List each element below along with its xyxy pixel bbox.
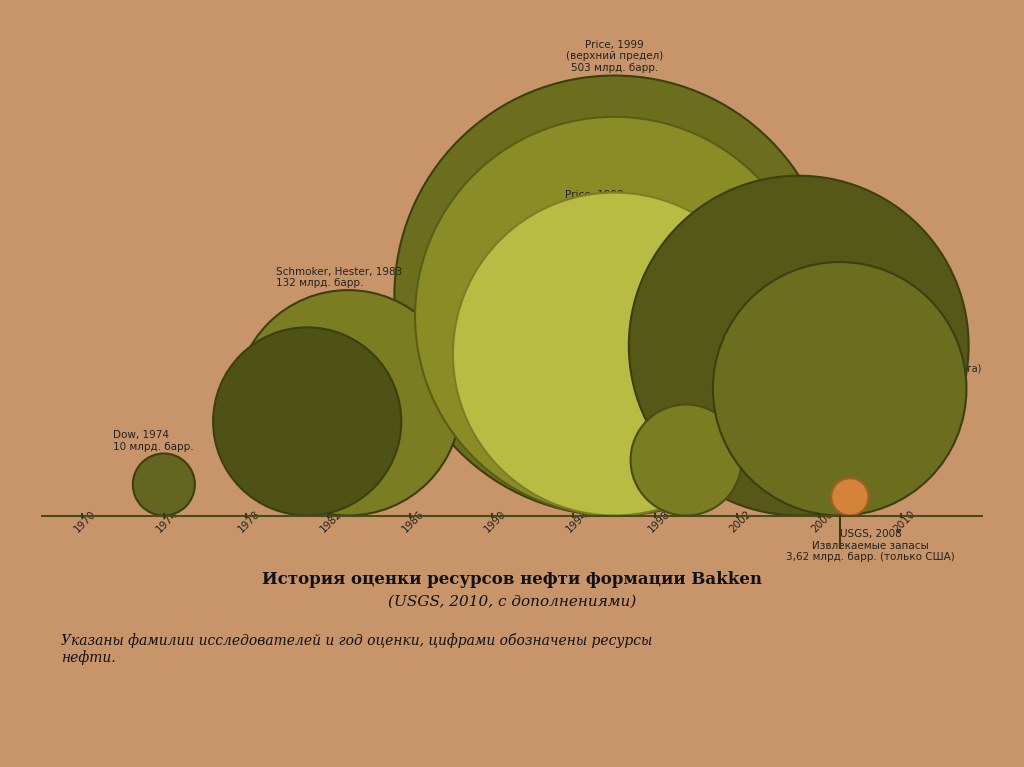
Ellipse shape — [713, 262, 967, 515]
Text: 1970: 1970 — [73, 509, 98, 535]
Ellipse shape — [453, 193, 776, 515]
Text: Bohrer et al., 2008
167 млрд. барр.
(только Северная Дакота): Bohrer et al., 2008 167 млрд. барр. (тол… — [846, 341, 981, 374]
Text: 2010: 2010 — [892, 509, 918, 535]
Text: (USGS, 2010, с дополнениями): (USGS, 2010, с дополнениями) — [388, 594, 636, 608]
Text: Meissner,
Banks, 2000
32 млрд.
барр.: Meissner, Banks, 2000 32 млрд. барр. — [642, 440, 697, 480]
Text: 2006: 2006 — [810, 509, 836, 535]
Ellipse shape — [133, 453, 195, 515]
Text: Price, 1999
(верхний предел)
503 млрд. барр.: Price, 1999 (верхний предел) 503 млрд. б… — [566, 40, 663, 73]
Text: 2002: 2002 — [728, 509, 754, 535]
Text: 1990: 1990 — [482, 509, 508, 535]
Text: Dow, 1974
10 млрд. барр.: Dow, 1974 10 млрд. барр. — [113, 430, 194, 452]
Text: 1982: 1982 — [318, 509, 344, 535]
Text: USGS, 2008
Извлекаемые запасы
3,62 млрд. барр. (только США): USGS, 2008 Извлекаемые запасы 3,62 млрд.… — [786, 529, 954, 562]
Ellipse shape — [831, 478, 868, 515]
Ellipse shape — [394, 75, 835, 515]
Text: Price, 1999
(среднее)
413 млрд. барр.: Price, 1999 (среднее) 413 млрд. барр. — [550, 190, 638, 223]
Text: 1994: 1994 — [564, 509, 590, 535]
Text: 1998: 1998 — [646, 509, 672, 535]
Ellipse shape — [631, 404, 741, 515]
Ellipse shape — [236, 290, 461, 515]
Text: 1974: 1974 — [155, 509, 180, 535]
Text: Price, 1999
(нижний предел)
271 млрд. барр.: Price, 1999 (нижний предел) 271 млрд. ба… — [526, 297, 621, 331]
Ellipse shape — [213, 328, 401, 515]
Text: 1978: 1978 — [237, 509, 262, 535]
Text: Schmoker, Hester, 1983
132 млрд. барр.: Schmoker, Hester, 1983 132 млрд. барр. — [276, 267, 402, 288]
Text: Webster, 1982
92 млрд. барр.: Webster, 1982 92 млрд. барр. — [267, 420, 347, 442]
Text: Указаны фамилии исследователей и год оценки, цифрами обозначены ресурсы
нефти.: Указаны фамилии исследователей и год оце… — [61, 633, 652, 665]
Text: История оценки ресурсов нефти формации Bakken: История оценки ресурсов нефти формации B… — [262, 571, 762, 588]
Text: 1986: 1986 — [400, 509, 426, 535]
Text: Flannery, Kraus, 2006
300 млрд. барр.: Flannery, Kraus, 2006 300 млрд. барр. — [809, 267, 924, 288]
Ellipse shape — [629, 176, 969, 515]
Ellipse shape — [415, 117, 814, 515]
